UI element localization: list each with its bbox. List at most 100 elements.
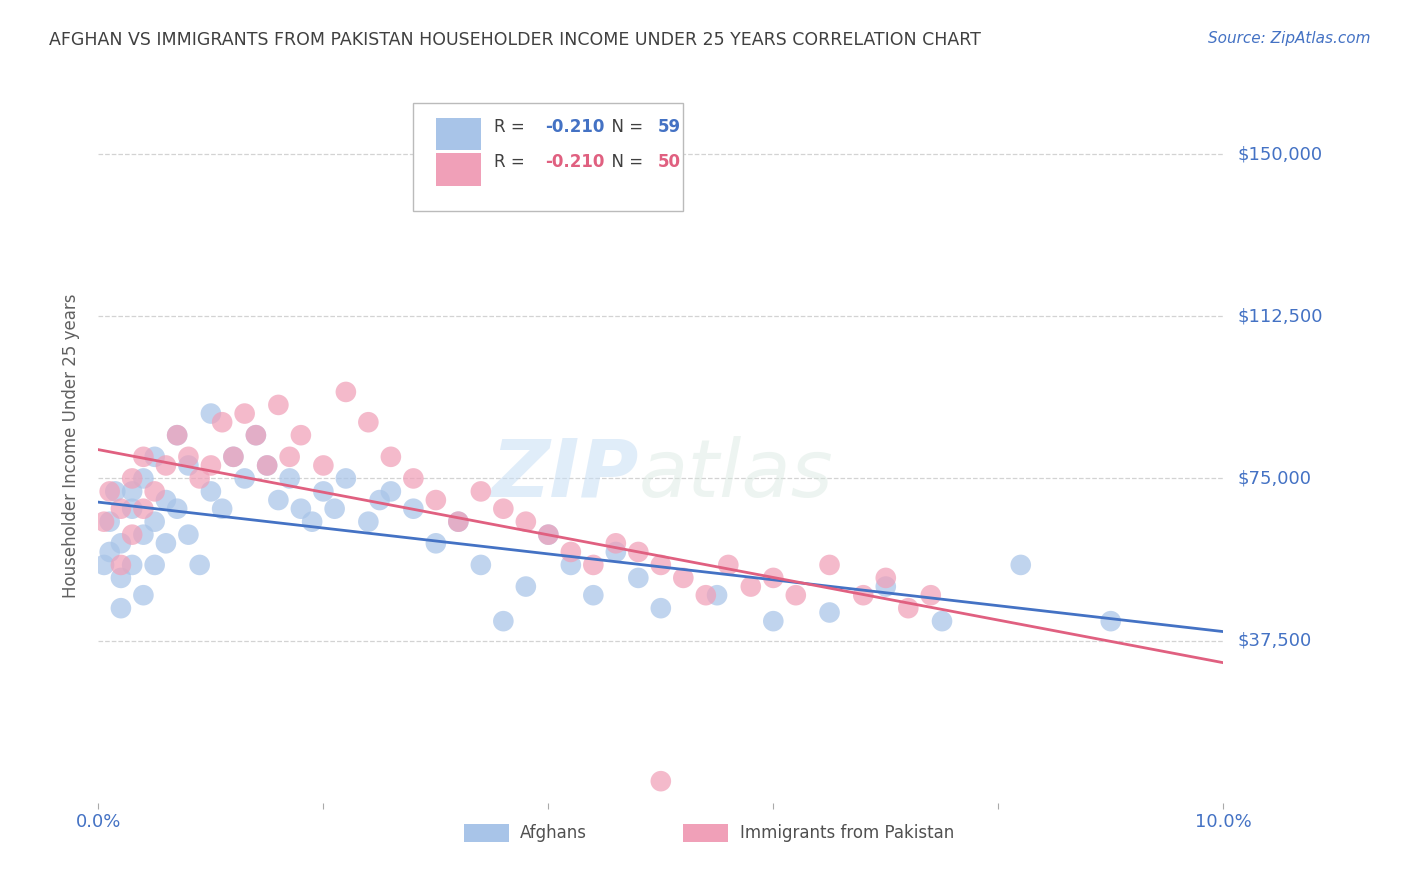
Point — [312, 458, 335, 473]
Point — [110, 536, 132, 550]
Point — [110, 501, 132, 516]
Point — [121, 501, 143, 516]
Point — [335, 384, 357, 399]
Point — [121, 471, 143, 485]
Point — [245, 428, 267, 442]
Point — [335, 471, 357, 485]
Point — [357, 415, 380, 429]
FancyBboxPatch shape — [436, 118, 481, 150]
Point — [447, 515, 470, 529]
Point — [233, 471, 256, 485]
Point — [695, 588, 717, 602]
Point — [706, 588, 728, 602]
Text: $150,000: $150,000 — [1237, 145, 1322, 163]
Point — [537, 527, 560, 541]
Text: ZIP: ZIP — [491, 435, 638, 514]
Point — [155, 493, 177, 508]
Point — [155, 458, 177, 473]
Point — [290, 428, 312, 442]
Point — [98, 484, 121, 499]
Point — [380, 484, 402, 499]
Point — [650, 601, 672, 615]
Text: N =: N = — [602, 153, 648, 171]
Point — [143, 515, 166, 529]
Point — [560, 558, 582, 572]
Text: atlas: atlas — [638, 435, 834, 514]
Point — [931, 614, 953, 628]
Point — [256, 458, 278, 473]
Text: $112,500: $112,500 — [1237, 307, 1323, 326]
Point — [132, 450, 155, 464]
Point — [188, 471, 211, 485]
Text: Immigrants from Pakistan: Immigrants from Pakistan — [740, 824, 953, 842]
Point — [312, 484, 335, 499]
Point — [605, 536, 627, 550]
Point — [177, 527, 200, 541]
Point — [166, 428, 188, 442]
Point — [177, 458, 200, 473]
Point — [402, 471, 425, 485]
Point — [717, 558, 740, 572]
Point — [121, 484, 143, 499]
Point — [492, 614, 515, 628]
Point — [166, 428, 188, 442]
Point — [560, 545, 582, 559]
Point — [357, 515, 380, 529]
Point — [121, 527, 143, 541]
Point — [200, 407, 222, 421]
Text: N =: N = — [602, 118, 648, 136]
Point — [447, 515, 470, 529]
Point — [132, 501, 155, 516]
Point — [143, 484, 166, 499]
Point — [93, 558, 115, 572]
Point — [402, 501, 425, 516]
Text: R =: R = — [495, 153, 530, 171]
Point — [672, 571, 695, 585]
Point — [650, 774, 672, 789]
Point — [627, 571, 650, 585]
FancyBboxPatch shape — [413, 103, 683, 211]
Point — [323, 501, 346, 516]
Point — [818, 606, 841, 620]
Point — [875, 580, 897, 594]
FancyBboxPatch shape — [683, 824, 728, 842]
Point — [425, 536, 447, 550]
Point — [515, 515, 537, 529]
Point — [470, 484, 492, 499]
Point — [582, 558, 605, 572]
Point — [515, 580, 537, 594]
Point — [380, 450, 402, 464]
Text: 50: 50 — [658, 153, 681, 171]
FancyBboxPatch shape — [464, 824, 509, 842]
Point — [143, 450, 166, 464]
Point — [132, 527, 155, 541]
Point — [818, 558, 841, 572]
Point — [267, 398, 290, 412]
Point — [211, 501, 233, 516]
Point — [785, 588, 807, 602]
Point — [627, 545, 650, 559]
Text: Source: ZipAtlas.com: Source: ZipAtlas.com — [1208, 31, 1371, 46]
Point — [222, 450, 245, 464]
Text: 59: 59 — [658, 118, 681, 136]
Text: -0.210: -0.210 — [546, 118, 605, 136]
Point — [104, 484, 127, 499]
Point — [368, 493, 391, 508]
Point — [605, 545, 627, 559]
Point — [470, 558, 492, 572]
Point — [492, 501, 515, 516]
Point — [425, 493, 447, 508]
Point — [155, 536, 177, 550]
Point — [110, 601, 132, 615]
Point — [166, 501, 188, 516]
Point — [875, 571, 897, 585]
Point — [278, 450, 301, 464]
Text: $75,000: $75,000 — [1237, 469, 1312, 487]
Point — [132, 588, 155, 602]
Point — [222, 450, 245, 464]
Point — [852, 588, 875, 602]
Point — [200, 458, 222, 473]
Point — [740, 580, 762, 594]
Point — [762, 571, 785, 585]
Point — [211, 415, 233, 429]
